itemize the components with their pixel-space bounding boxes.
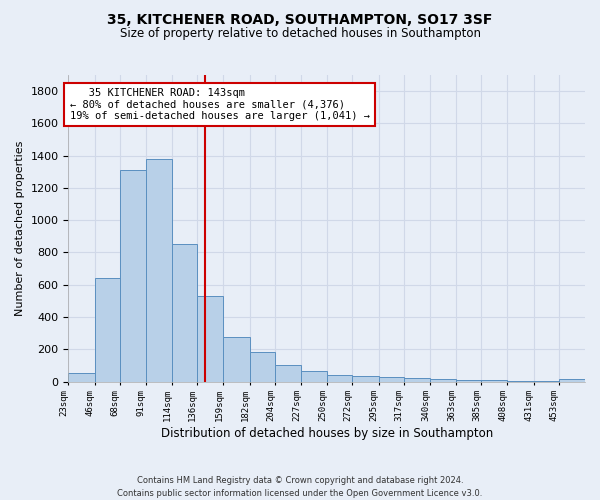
Bar: [456, 380, 481, 382]
Bar: [95, 278, 120, 382]
Text: Contains HM Land Registry data © Crown copyright and database right 2024.
Contai: Contains HM Land Registry data © Crown c…: [118, 476, 482, 498]
Bar: [404, 378, 430, 382]
Bar: [508, 380, 533, 382]
Bar: [352, 376, 379, 382]
Bar: [120, 170, 146, 382]
Bar: [68, 374, 95, 382]
Bar: [275, 364, 301, 382]
Bar: [533, 380, 559, 382]
Y-axis label: Number of detached properties: Number of detached properties: [15, 140, 25, 316]
Bar: [430, 379, 456, 382]
Bar: [250, 352, 275, 382]
Text: 35 KITCHENER ROAD: 143sqm   
← 80% of detached houses are smaller (4,376)
19% of: 35 KITCHENER ROAD: 143sqm ← 80% of detac…: [70, 88, 370, 121]
Bar: [197, 296, 223, 382]
Text: 35, KITCHENER ROAD, SOUTHAMPTON, SO17 3SF: 35, KITCHENER ROAD, SOUTHAMPTON, SO17 3S…: [107, 12, 493, 26]
Text: Size of property relative to detached houses in Southampton: Size of property relative to detached ho…: [119, 28, 481, 40]
Bar: [559, 379, 585, 382]
Bar: [223, 337, 250, 382]
Bar: [301, 371, 327, 382]
Bar: [327, 375, 352, 382]
Bar: [379, 376, 404, 382]
X-axis label: Distribution of detached houses by size in Southampton: Distribution of detached houses by size …: [161, 427, 493, 440]
Bar: [172, 244, 197, 382]
Bar: [481, 380, 508, 382]
Bar: [146, 159, 172, 382]
